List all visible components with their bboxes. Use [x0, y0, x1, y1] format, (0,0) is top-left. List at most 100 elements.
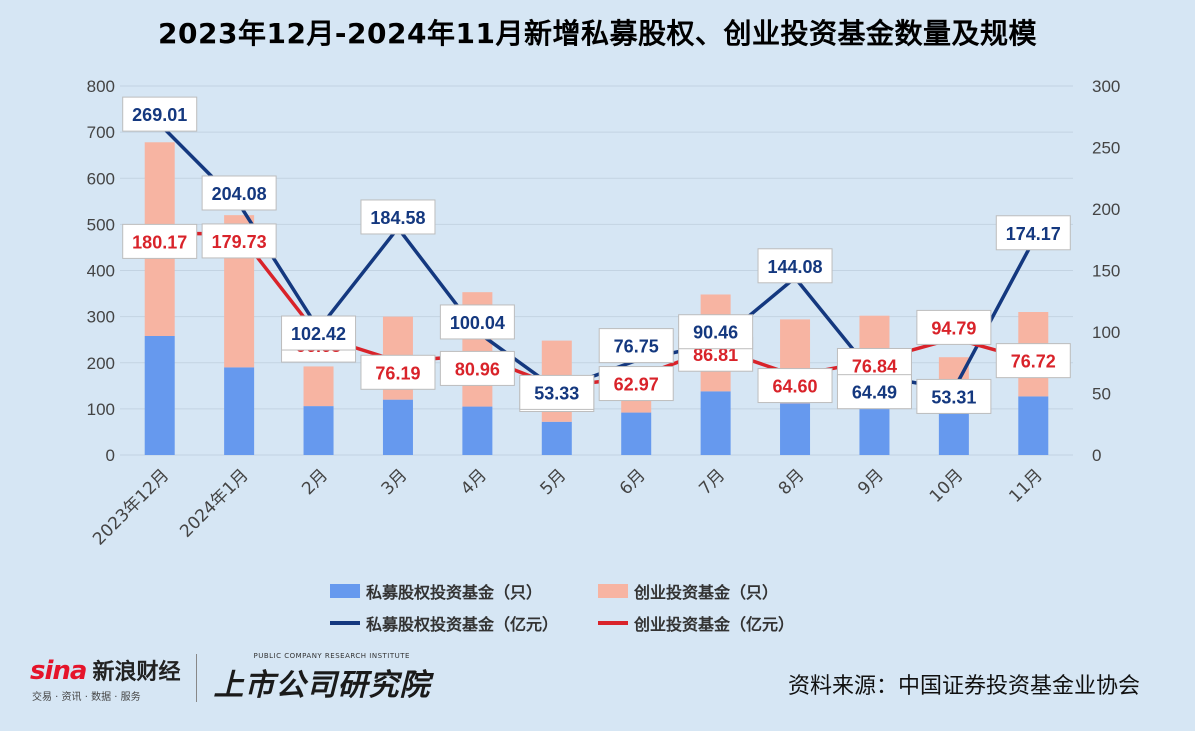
data-label-pe-scale-box: [519, 374, 595, 410]
data-label-pe-scale: 53.31: [931, 387, 976, 407]
data-label-vc-scale: 80.96: [455, 359, 500, 379]
bar-pe-count: [144, 335, 175, 455]
data-label-pe-scale: 53.33: [534, 383, 579, 403]
y-right-tick-label: 250: [1092, 139, 1120, 158]
institute-logo: PUBLIC COMPANY RESEARCH INSTITUTE 上市公司研究…: [213, 652, 430, 704]
legend-item-pe-count: 私募股权投资基金（只）: [330, 580, 598, 602]
bar-pe-count: [462, 406, 493, 455]
x-tick-label: 7月: [695, 465, 729, 499]
legend-item-pe-scale: 私募股权投资基金（亿元）: [330, 612, 598, 634]
x-tick-label: 6月: [616, 465, 650, 499]
data-label-vc-scale-box: [122, 223, 198, 259]
institute-name-en: PUBLIC COMPANY RESEARCH INSTITUTE: [253, 652, 410, 660]
data-label-pe-scale: 144.08: [768, 257, 823, 277]
data-label-pe-scale-box: [995, 215, 1071, 251]
legend-label-pe-scale: 私募股权投资基金（亿元）: [366, 615, 559, 634]
data-label-pe-scale-box: [122, 96, 198, 132]
bar-pe-count: [541, 421, 572, 455]
data-label-vc-scale-box: [439, 350, 515, 386]
x-tick-label: 2023年12月: [89, 465, 173, 549]
bar-pe-count: [382, 399, 413, 455]
data-label-pe-scale-box: [281, 315, 357, 351]
data-label-vc-scale: 94.79: [931, 318, 976, 338]
legend-label-vc-scale: 创业投资基金（亿元）: [634, 615, 795, 634]
legend-swatch-vc-scale: [598, 621, 628, 625]
data-label-vc-scale: 62.97: [614, 375, 659, 395]
data-label-pe-scale-box: [678, 314, 754, 350]
data-label-vc-scale-box: [995, 343, 1071, 379]
y-right-tick-label: 50: [1092, 385, 1111, 404]
brand-divider: [196, 654, 198, 702]
data-label-vc-scale-box: [360, 354, 436, 390]
legend-swatch-pe-scale: [330, 621, 360, 625]
x-tick-label: 8月: [775, 465, 809, 499]
x-tick-label: 2024年1月: [176, 465, 252, 541]
bar-pe-count: [303, 406, 334, 455]
legend: 私募股权投资基金（只） 创业投资基金（只） 私募股权投资基金（亿元） 创业投资基…: [330, 580, 838, 634]
y-right-tick-label: 200: [1092, 200, 1120, 219]
data-label-vc-scale: 64.60: [773, 377, 818, 397]
data-label-pe-scale-box: [757, 248, 833, 284]
y-left-tick-label: 600: [87, 169, 115, 188]
bar-pe-count: [938, 413, 969, 455]
sina-finance-logo: sina 新浪财经 交易 · 资讯 · 数据 · 服务: [30, 654, 180, 703]
data-label-pe-scale: 184.58: [370, 208, 425, 228]
data-label-vc-scale-box: [916, 309, 992, 345]
sina-finance-name: 新浪财经: [92, 659, 181, 685]
data-label-pe-scale-box: [836, 374, 912, 410]
data-label-vc-scale-box: [757, 368, 833, 404]
bar-pe-count: [780, 403, 811, 455]
data-label-vc-scale: 180.17: [132, 232, 187, 252]
institute-name-cn: 上市公司研究院: [213, 668, 431, 703]
x-tick-label: 5月: [537, 465, 571, 499]
bar-pe-count: [700, 391, 731, 455]
y-left-tick-label: 700: [87, 123, 115, 142]
bar-pe-count: [859, 407, 890, 455]
legend-swatch-vc-count: [598, 584, 628, 598]
y-left-tick-label: 400: [87, 262, 115, 281]
bar-pe-count: [1018, 396, 1049, 455]
x-tick-label: 11月: [1005, 465, 1046, 506]
legend-swatch-pe-count: [330, 584, 360, 598]
data-label-vc-scale: 86.81: [693, 345, 738, 365]
y-left-tick-label: 100: [87, 400, 115, 419]
x-tick-label: 3月: [378, 465, 412, 499]
y-right-tick-label: 300: [1092, 77, 1120, 96]
data-label-pe-scale-box: [439, 304, 515, 340]
sina-wordmark: sina: [30, 655, 87, 686]
data-label-pe-scale: 269.01: [132, 105, 187, 125]
brand-footer: sina 新浪财经 交易 · 资讯 · 数据 · 服务 PUBLIC COMPA…: [30, 648, 430, 708]
y-left-tick-label: 0: [106, 446, 115, 465]
legend-item-vc-count: 创业投资基金（只）: [598, 580, 838, 602]
data-label-pe-scale: 204.08: [212, 184, 267, 204]
data-label-pe-scale-box: [598, 328, 674, 364]
x-tick-label: 4月: [457, 465, 491, 499]
legend-item-vc-scale: 创业投资基金（亿元）: [598, 612, 838, 634]
legend-label-vc-count: 创业投资基金（只）: [634, 583, 779, 602]
legend-label-pe-count: 私募股权投资基金（只）: [366, 583, 543, 602]
x-tick-label: 2月: [298, 465, 332, 499]
data-label-pe-scale-box: [360, 199, 436, 235]
x-tick-label: 10月: [926, 465, 967, 506]
y-left-tick-label: 800: [87, 77, 115, 96]
data-label-vc-scale: 76.84: [852, 356, 897, 376]
data-label-pe-scale-box: [201, 175, 277, 211]
data-label-pe-scale: 76.75: [614, 337, 659, 357]
data-label-pe-scale: 174.17: [1006, 224, 1061, 244]
y-right-tick-label: 150: [1092, 262, 1120, 281]
sina-finance-tagline: 交易 · 资讯 · 数据 · 服务: [32, 691, 141, 703]
data-label-pe-scale-box: [916, 378, 992, 414]
x-tick-label: 9月: [854, 465, 888, 499]
data-label-vc-scale: 76.19: [375, 363, 420, 383]
data-label-vc-scale-box: [598, 366, 674, 402]
bar-vc-count: [303, 366, 334, 407]
data-label-pe-scale: 102.42: [291, 324, 346, 344]
bar-pe-count: [621, 412, 652, 455]
source-note: 资料来源：中国证券投资基金业协会: [787, 674, 1140, 699]
bar-pe-count: [224, 367, 255, 455]
data-label-vc-scale: 76.72: [1011, 352, 1056, 372]
data-label-pe-scale: 100.04: [450, 313, 505, 333]
y-left-tick-label: 200: [87, 354, 115, 373]
y-left-tick-label: 300: [87, 308, 115, 327]
